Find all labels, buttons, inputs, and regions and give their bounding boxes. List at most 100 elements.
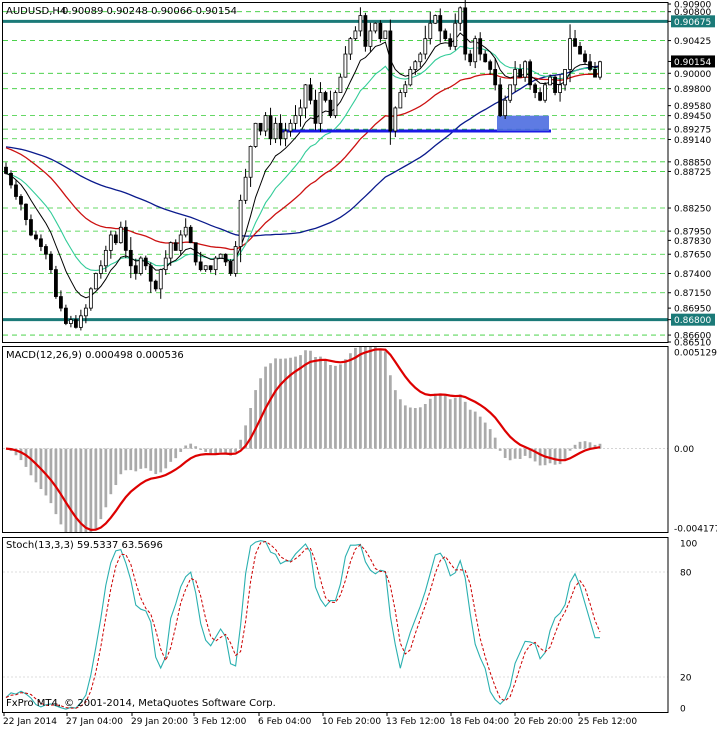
candle-bull xyxy=(513,69,518,86)
candle-bear xyxy=(133,265,138,274)
price-tick-label: 0.89140 xyxy=(674,136,711,146)
candle xyxy=(528,59,533,90)
candle-bear xyxy=(39,238,43,247)
price-tick-label: 0.90425 xyxy=(674,37,711,47)
candle xyxy=(163,250,168,275)
candle-bull xyxy=(288,122,293,132)
candle-bear xyxy=(573,38,577,47)
candle xyxy=(428,11,433,45)
candle xyxy=(293,105,298,130)
candle-bull xyxy=(78,315,83,328)
candle-bull xyxy=(333,92,338,117)
candle-bear xyxy=(553,76,557,93)
price-tick-label: 0.90154 xyxy=(674,58,711,68)
candle-bull xyxy=(93,273,98,290)
candle xyxy=(273,117,278,144)
candle xyxy=(238,194,243,263)
candle xyxy=(253,122,258,148)
candle-bear xyxy=(208,265,213,271)
candle-bear xyxy=(49,253,53,271)
candle xyxy=(59,290,63,312)
time-tick-label: 27 Jan 04:00 xyxy=(66,717,123,727)
price-tick-label: 0.87650 xyxy=(674,251,711,261)
candle xyxy=(54,265,58,299)
chart-header-symbol: AUDUSD,H4 xyxy=(6,6,66,17)
candle-bull xyxy=(403,84,408,93)
candle xyxy=(498,77,503,117)
candle xyxy=(278,114,283,146)
candle-bull xyxy=(263,115,268,132)
candle xyxy=(153,279,158,292)
candle xyxy=(333,90,338,119)
candle xyxy=(68,315,73,328)
price-tick-label: 0.87150 xyxy=(674,289,711,299)
price-tick-label: 0.88850 xyxy=(674,158,711,168)
candle-bear xyxy=(193,242,198,263)
panel-frame-0 xyxy=(2,2,669,343)
macd-tick-label: -0.004177 xyxy=(674,525,717,535)
candle-bear xyxy=(533,84,538,93)
candle xyxy=(223,253,228,266)
candle xyxy=(338,73,343,93)
candle-bull xyxy=(218,253,223,259)
price-tick-label: 0.89800 xyxy=(674,85,711,95)
candle-bull xyxy=(103,249,108,267)
tick-bg-level xyxy=(671,313,715,326)
time-tick-label: 18 Feb 04:00 xyxy=(450,717,509,727)
price-tick-label: 0.86950 xyxy=(674,305,711,315)
candle-bear xyxy=(44,246,48,255)
candle xyxy=(493,58,498,91)
candle-bear xyxy=(323,92,328,101)
candle xyxy=(488,59,493,75)
candle xyxy=(24,203,28,226)
time-tick-label: 10 Feb 20:00 xyxy=(322,717,381,727)
candle-bull xyxy=(88,288,93,309)
candle-bear xyxy=(188,226,193,244)
candle xyxy=(348,36,353,60)
candle-bull xyxy=(138,257,143,274)
candle-bull xyxy=(373,22,378,32)
candle xyxy=(523,60,528,82)
candle-bull xyxy=(383,30,388,40)
candle xyxy=(243,168,248,204)
level-lines xyxy=(3,19,668,322)
candle xyxy=(393,106,398,138)
candle-bear xyxy=(153,280,158,290)
candle-bull xyxy=(283,130,288,140)
candle xyxy=(453,13,458,51)
tick-bg-level xyxy=(671,15,715,28)
candle xyxy=(403,80,408,98)
time-tick-label: 29 Jan 20:00 xyxy=(131,717,188,727)
candle xyxy=(203,265,208,272)
candle xyxy=(73,315,78,329)
candle xyxy=(558,74,562,102)
price-tick-label: 0.90000 xyxy=(674,70,711,80)
price-tick-label: 0.89450 xyxy=(674,112,711,122)
candle-bear xyxy=(593,69,597,78)
candle-bear xyxy=(328,99,333,117)
price-tick-label: 0.86510 xyxy=(674,339,711,349)
candle xyxy=(173,239,178,251)
candle xyxy=(29,214,33,237)
candle xyxy=(303,84,308,119)
candle-bear xyxy=(378,22,383,40)
candle-bear xyxy=(488,61,493,70)
candle-bull xyxy=(508,84,513,101)
candle-bear xyxy=(34,234,38,240)
candle xyxy=(49,251,53,274)
macd-tick-label: 0.005129 xyxy=(674,349,717,359)
panel-frame-1 xyxy=(2,346,669,533)
candle-bull xyxy=(243,176,248,201)
candle-bear xyxy=(128,249,133,267)
candle-bear xyxy=(9,172,13,186)
macd-tick-label: 0.00 xyxy=(674,445,694,455)
candle xyxy=(218,253,223,259)
candle xyxy=(513,61,518,92)
candle xyxy=(143,255,148,271)
price-tick-label: 0.90800 xyxy=(674,8,711,18)
candles xyxy=(4,0,602,331)
price-tick-label: 0.89275 xyxy=(674,126,711,136)
candle xyxy=(378,20,383,43)
candle xyxy=(458,6,463,31)
candle xyxy=(9,170,13,189)
